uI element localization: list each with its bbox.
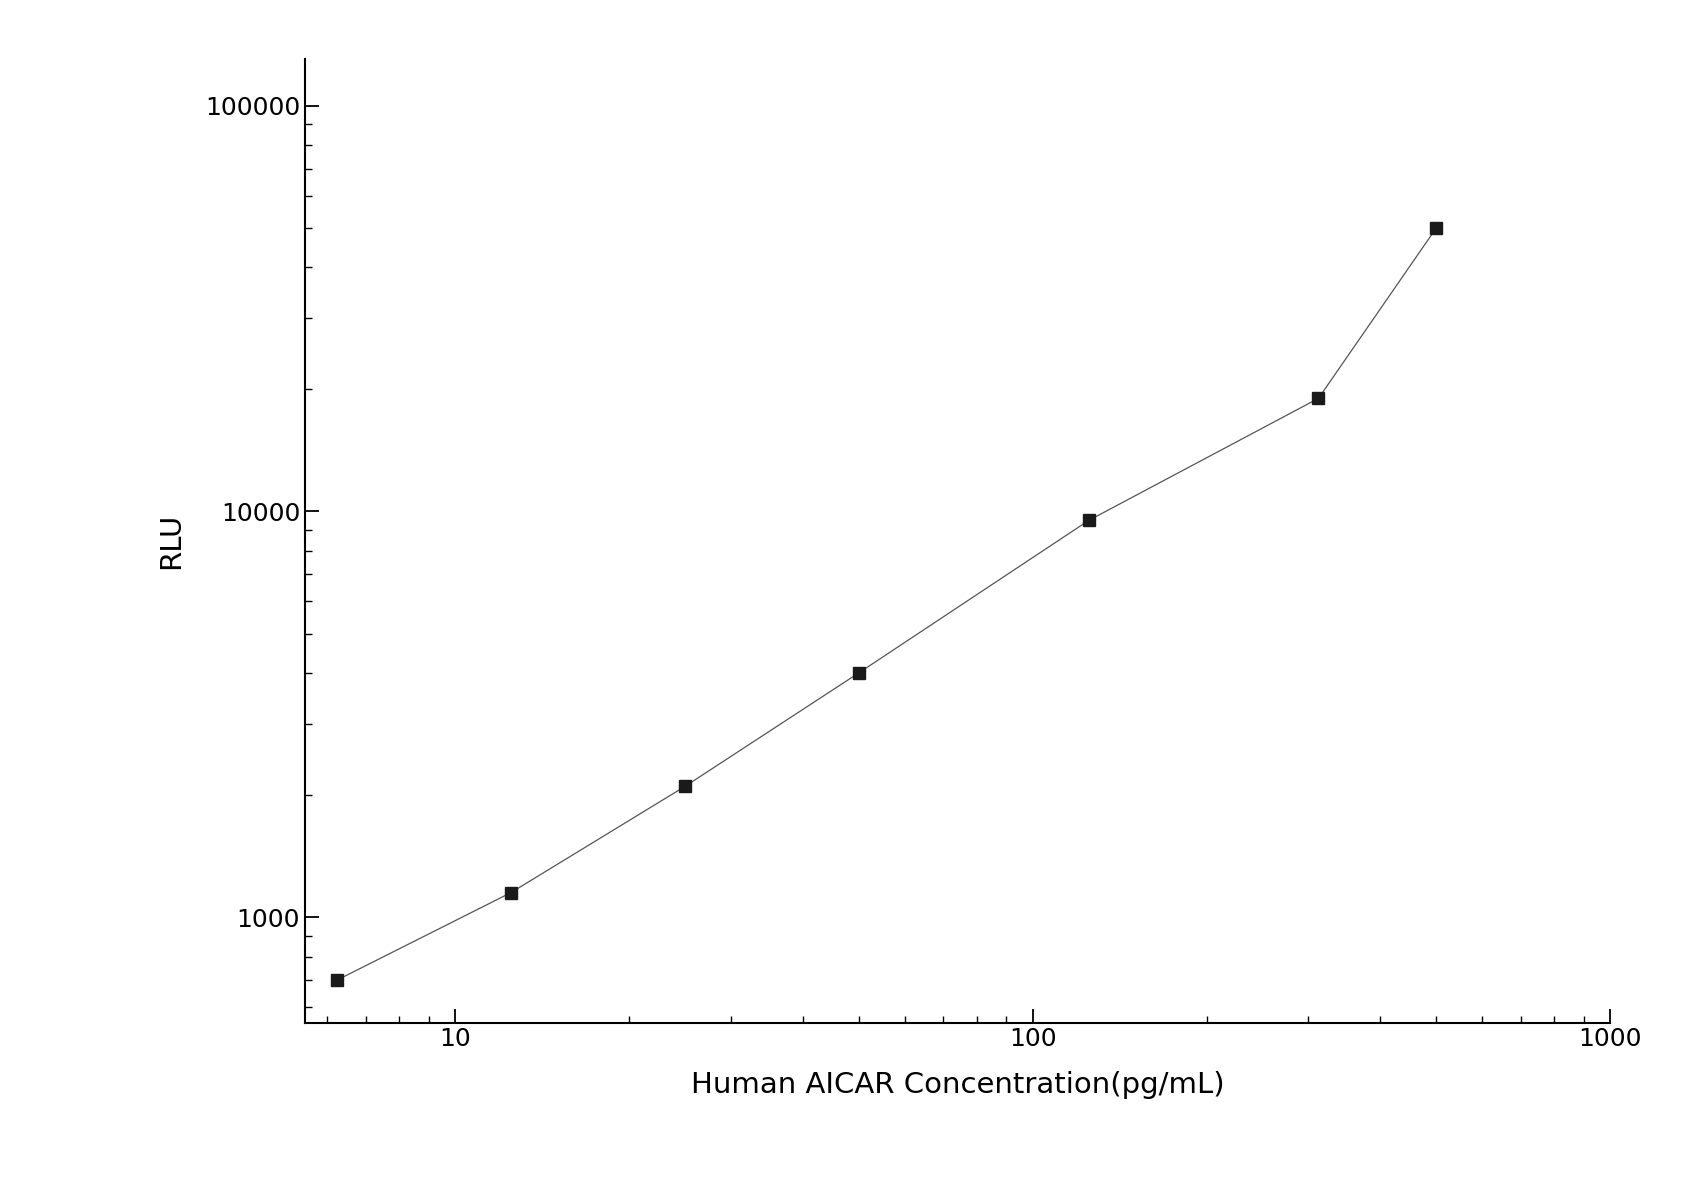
- Y-axis label: RLU: RLU: [158, 512, 185, 570]
- X-axis label: Human AICAR Concentration(pg/mL): Human AICAR Concentration(pg/mL): [692, 1071, 1224, 1099]
